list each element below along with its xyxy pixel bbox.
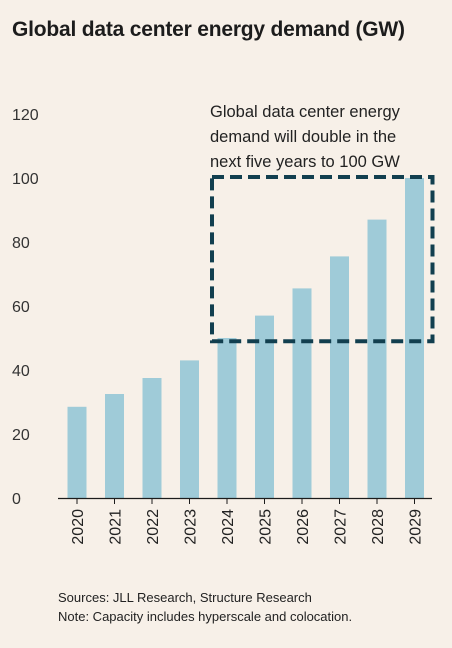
y-tick-label: 120 [12, 107, 39, 124]
bar-2026 [292, 288, 312, 498]
capacity-note: Note: Capacity includes hyperscale and c… [58, 609, 353, 624]
annotation: Global data center energy demand will dou… [210, 103, 401, 171]
bar-2029 [405, 178, 424, 498]
bars [67, 178, 424, 498]
y-axis-ticks: 0 20 40 60 80 100 120 [12, 107, 39, 508]
x-tick-label: 2027 [333, 509, 350, 545]
highlight-box [210, 175, 435, 344]
y-tick-label: 40 [12, 363, 30, 380]
x-tick-label: 2026 [295, 509, 312, 545]
x-axis-ticks: 2020 2021 2022 2023 2024 2025 2026 2027 2028 2029 [70, 498, 425, 545]
bar-chart: 0 20 40 60 80 100 120 2020 2021 2022 2023 2024 2025… [12, 103, 435, 545]
x-tick-label: 2028 [370, 509, 387, 545]
bar-2021 [105, 394, 124, 498]
chart-title: Global data center energy demand (GW) [12, 18, 405, 41]
y-tick-label: 80 [12, 235, 30, 252]
bar-2022 [142, 378, 162, 498]
bar-2027 [330, 256, 349, 498]
x-tick-label: 2022 [145, 509, 162, 545]
bar-2020 [67, 406, 87, 498]
bar-2028 [367, 219, 387, 498]
x-tick-label: 2021 [108, 509, 125, 545]
x-tick-label: 2024 [220, 509, 237, 545]
y-tick-label: 20 [12, 427, 30, 444]
chart-footer: Sources: JLL Research, Structure Researc… [58, 588, 352, 626]
annotation-line: next five years to 100 GW [210, 153, 400, 171]
x-tick-label: 2029 [408, 509, 425, 545]
x-tick-label: 2025 [258, 509, 275, 545]
sources-note: Sources: JLL Research, Structure Researc… [58, 590, 312, 605]
annotation-line: Global data center energy [210, 103, 401, 121]
y-tick-label: 100 [12, 171, 39, 188]
bar-2025 [255, 315, 274, 498]
x-tick-label: 2020 [70, 509, 87, 545]
annotation-line: demand will double in the [210, 128, 396, 146]
x-tick-label: 2023 [183, 509, 200, 545]
bar-2023 [180, 360, 199, 498]
bar-2024 [217, 338, 237, 498]
y-tick-label: 60 [12, 299, 30, 316]
y-tick-label: 0 [12, 491, 21, 508]
